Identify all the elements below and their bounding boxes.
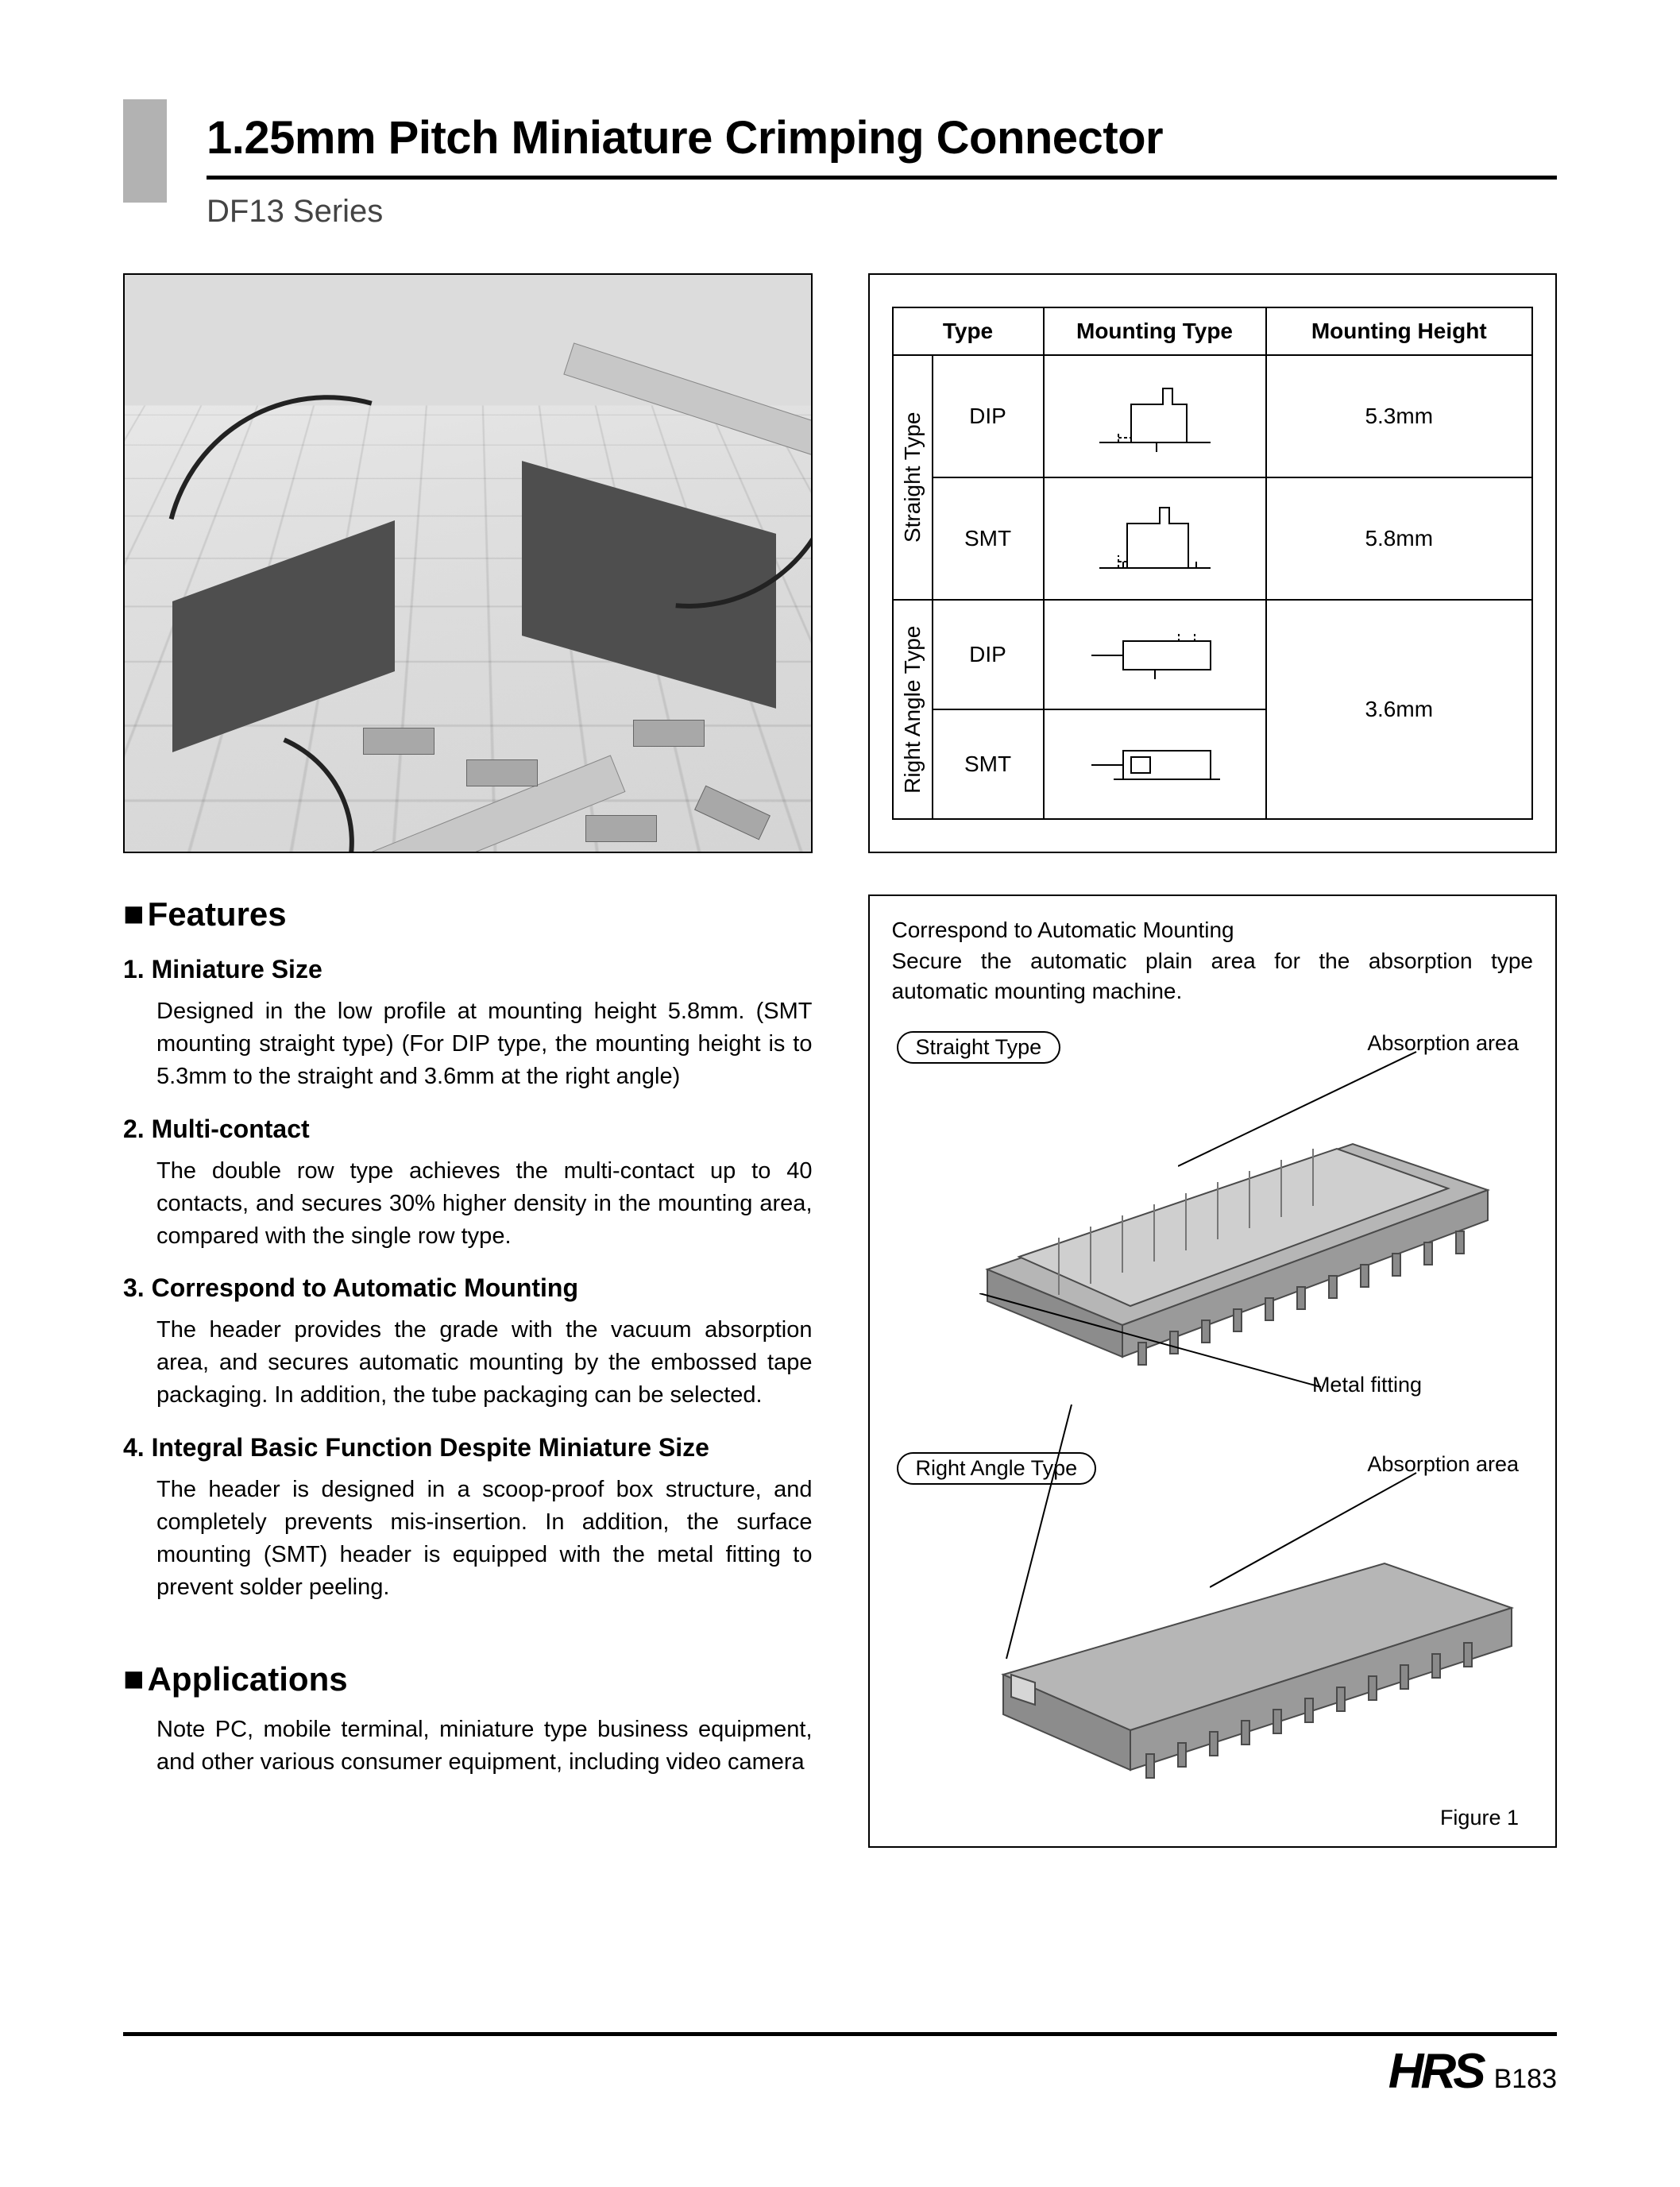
page-title: 1.25mm Pitch Miniature Crimping Connecto… xyxy=(207,111,1557,164)
th-straight-type: Straight Type xyxy=(893,355,933,600)
series-label: DF13 Series xyxy=(207,194,1557,230)
photo-connector-3 xyxy=(633,720,705,747)
top-two-column: Type Mounting Type Mounting Height Strai… xyxy=(123,273,1557,853)
figure-column: Correspond to Automatic Mounting Secure … xyxy=(868,853,1558,1848)
leader-absorption-1 xyxy=(1178,1047,1448,1190)
applications-heading: ■Applications xyxy=(123,1660,813,1699)
feature-2: 2. Multi-contact The double row type ach… xyxy=(123,1115,813,1254)
cell-straight-dip: DIP xyxy=(933,355,1044,477)
applications-body: Note PC, mobile terminal, miniature type… xyxy=(156,1714,813,1779)
feature-2-body: The double row type achieves the multi-c… xyxy=(156,1155,813,1254)
product-photo xyxy=(123,273,813,853)
bottom-two-column: ■Features 1. Miniature Size Designed in … xyxy=(123,853,1557,1848)
cell-height-5-8: 5.8mm xyxy=(1266,477,1533,600)
th-mounting-height: Mounting Height xyxy=(1266,307,1533,355)
feature-2-title: 2. Multi-contact xyxy=(123,1115,813,1144)
straight-type-pill: Straight Type xyxy=(897,1031,1061,1064)
feature-1: 1. Miniature Size Designed in the low pr… xyxy=(123,955,813,1094)
feature-4: 4. Integral Basic Function Despite Minia… xyxy=(123,1433,813,1605)
page-footer: HRS B183 xyxy=(1388,2043,1557,2100)
cell-right-dip: DIP xyxy=(933,600,1044,709)
metal-fitting-label: Metal fitting xyxy=(1312,1373,1422,1397)
features-heading: ■Features xyxy=(123,895,813,934)
footer-rule xyxy=(123,2032,1557,2036)
feature-1-body: Designed in the low profile at mounting … xyxy=(156,995,813,1094)
hrs-logo: HRS xyxy=(1388,2043,1483,2100)
photo-connector-5 xyxy=(585,815,657,842)
square-bullet-icon: ■ xyxy=(123,1660,145,1698)
header-rule xyxy=(207,176,1557,180)
header-accent-tab xyxy=(123,99,167,203)
spec-table: Type Mounting Type Mounting Height Strai… xyxy=(892,307,1534,820)
page-header: 1.25mm Pitch Miniature Crimping Connecto… xyxy=(123,111,1557,230)
feature-4-title: 4. Integral Basic Function Despite Minia… xyxy=(123,1433,813,1463)
feature-3-title: 3. Correspond to Automatic Mounting xyxy=(123,1273,813,1303)
figure-1-canvas: Straight Type Absorption area xyxy=(892,1007,1534,1833)
figure-1-caption: Figure 1 xyxy=(1440,1806,1519,1830)
top-right-column: Type Mounting Type Mounting Height Strai… xyxy=(868,273,1558,853)
feature-3-body: The header provides the grade with the v… xyxy=(156,1314,813,1412)
th-right-angle-type: Right Angle Type xyxy=(893,600,933,819)
spec-table-panel: Type Mounting Type Mounting Height Strai… xyxy=(868,273,1558,853)
text-column: ■Features 1. Miniature Size Designed in … xyxy=(123,853,813,1848)
th-type: Type xyxy=(893,307,1044,355)
diag-straight-dip xyxy=(1044,355,1266,477)
leader-metal-fitting-2 xyxy=(1000,1405,1095,1675)
figure-intro-line-1: Correspond to Automatic Mounting xyxy=(892,915,1534,946)
th-mounting-type: Mounting Type xyxy=(1044,307,1266,355)
photo-connector-1 xyxy=(363,728,434,755)
leader-absorption-2 xyxy=(1210,1468,1448,1603)
square-bullet-icon: ■ xyxy=(123,895,145,933)
photo-connector-2 xyxy=(466,759,538,786)
diag-right-smt xyxy=(1044,709,1266,819)
diag-right-dip xyxy=(1044,600,1266,709)
cell-straight-smt: SMT xyxy=(933,477,1044,600)
cell-right-smt: SMT xyxy=(933,709,1044,819)
diag-straight-smt xyxy=(1044,477,1266,600)
figure-1-box: Correspond to Automatic Mounting Secure … xyxy=(868,895,1558,1848)
feature-3: 3. Correspond to Automatic Mounting The … xyxy=(123,1273,813,1412)
features-heading-text: Features xyxy=(148,895,287,933)
feature-1-title: 1. Miniature Size xyxy=(123,955,813,984)
feature-4-body: The header is designed in a scoop-proof … xyxy=(156,1474,813,1605)
figure-intro-line-2: Secure the automatic plain area for the … xyxy=(892,946,1534,1007)
applications-heading-text: Applications xyxy=(148,1660,348,1698)
top-left-column xyxy=(123,273,813,853)
cell-height-3-6: 3.6mm xyxy=(1266,600,1533,819)
page-number: B183 xyxy=(1494,2064,1557,2095)
cell-height-5-3: 5.3mm xyxy=(1266,355,1533,477)
leader-metal-fitting xyxy=(979,1293,1353,1412)
